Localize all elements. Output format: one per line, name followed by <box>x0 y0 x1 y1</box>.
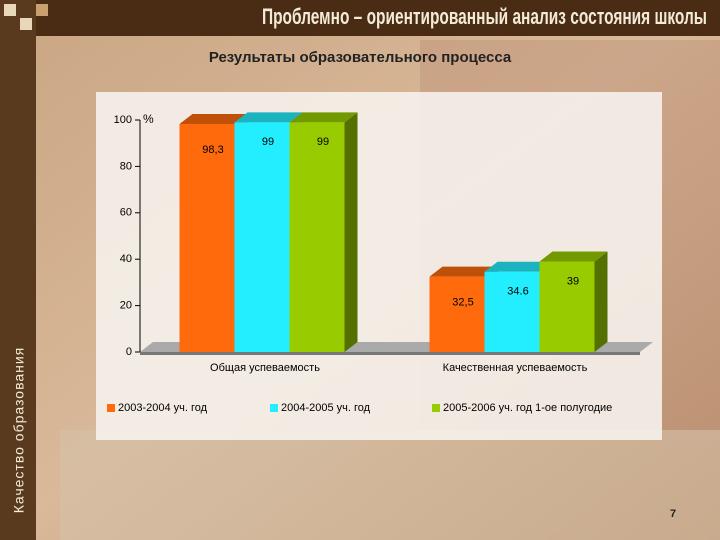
bar-top <box>429 266 498 277</box>
bar-side <box>594 251 608 352</box>
value-label: 99 <box>262 136 274 148</box>
legend-label: 2005-2006 уч. год 1-ое полугодие <box>443 402 612 414</box>
bar-top <box>179 113 248 124</box>
side-label: Качество образования <box>11 347 27 514</box>
bar <box>539 261 595 352</box>
bar-top <box>234 112 303 123</box>
page-number: 7 <box>670 508 676 520</box>
ground <box>60 430 720 540</box>
bar-top <box>484 261 553 272</box>
bar <box>234 122 290 352</box>
bar-top <box>289 112 358 123</box>
bar-top <box>539 251 608 262</box>
legend-swatch <box>270 404 278 412</box>
header-band <box>36 0 720 36</box>
x-tick-label: Общая успеваемость <box>210 362 320 374</box>
legend-swatch <box>107 404 115 412</box>
y-tick-label: 100 <box>114 114 132 126</box>
value-label: 34.6 <box>507 286 528 298</box>
legend-label: 2004-2005 уч. год <box>281 402 371 414</box>
value-label: 99 <box>317 136 329 148</box>
decor <box>36 4 48 16</box>
side-strip <box>0 0 36 540</box>
bar <box>179 123 235 352</box>
y-tick-label: 20 <box>120 300 132 312</box>
bar-side <box>344 112 358 352</box>
bar <box>429 276 485 352</box>
y-tick-label: 0 <box>126 346 132 358</box>
decor <box>20 18 32 30</box>
decor <box>4 4 16 16</box>
y-tick-label: 40 <box>120 253 132 265</box>
x-tick-label: Качественная успеваемость <box>443 362 588 374</box>
legend-label: 2003-2004 уч. год <box>118 402 208 414</box>
slide-header: Проблемно – ориентированный анализ состо… <box>262 4 707 29</box>
value-label: 98,3 <box>202 144 223 156</box>
floor-front <box>140 352 640 355</box>
y-tick-label: 80 <box>120 160 132 172</box>
bar <box>484 271 540 352</box>
y-tick-label: 60 <box>120 207 132 219</box>
value-label: 39 <box>567 275 579 287</box>
bar <box>289 122 345 352</box>
value-label: 32,5 <box>452 297 473 309</box>
legend-swatch <box>432 404 440 412</box>
chart-title: Результаты образовательного процесса <box>209 49 512 66</box>
y-unit: % <box>143 112 154 126</box>
